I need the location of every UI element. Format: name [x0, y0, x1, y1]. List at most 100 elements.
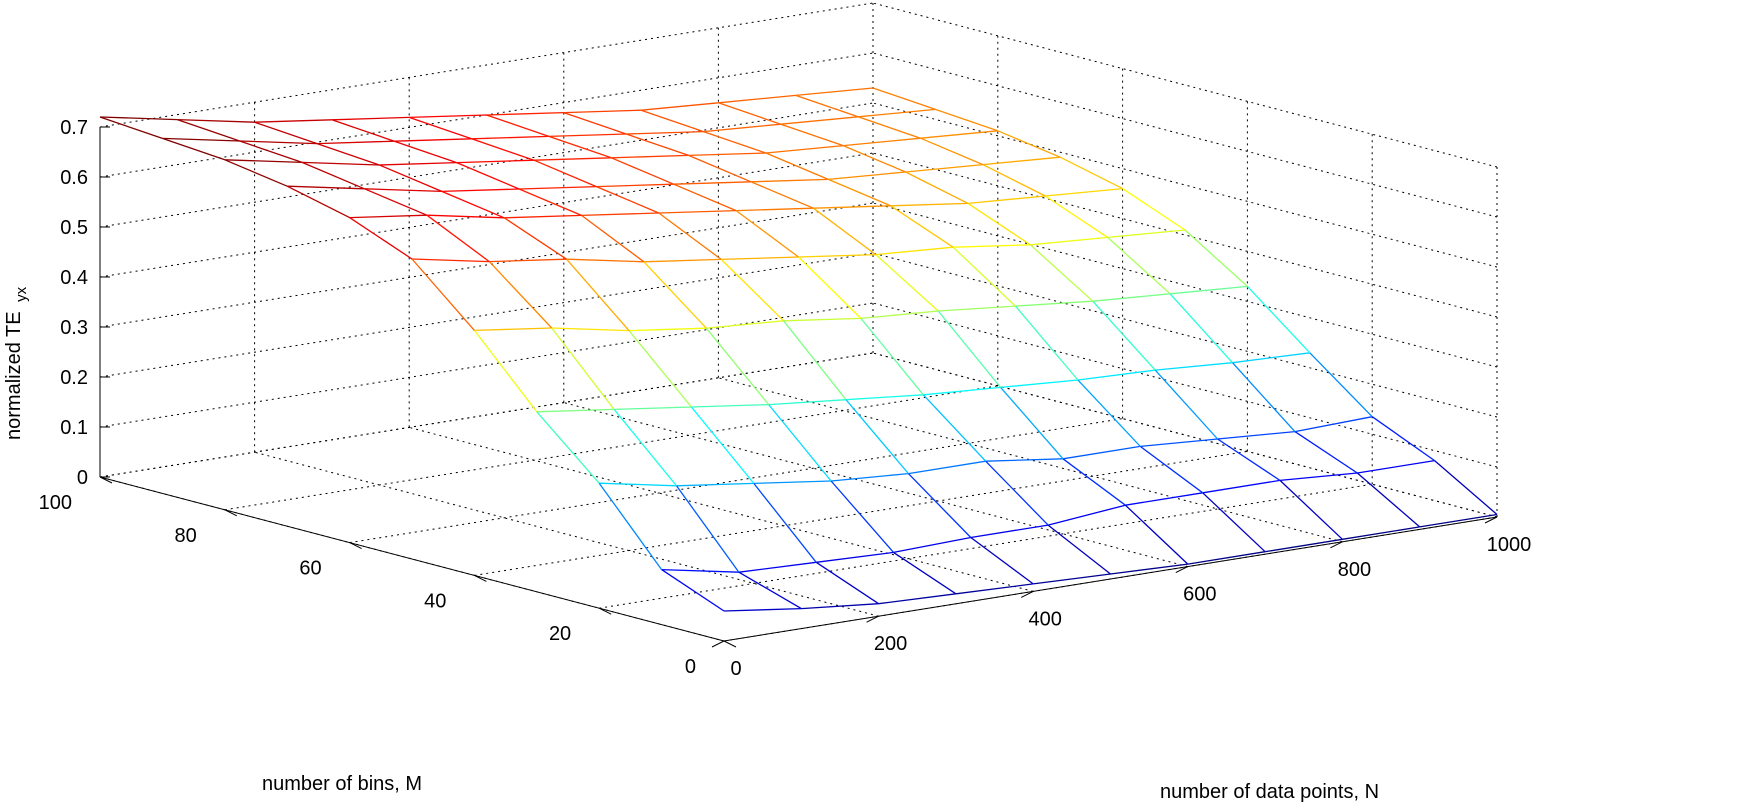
grid-floor-n	[254, 451, 879, 617]
mesh-edge-n	[1140, 438, 1218, 448]
mesh-edge-m	[1371, 416, 1435, 462]
mesh-edge-m	[780, 123, 844, 147]
y-tick-label: 100	[39, 492, 72, 514]
mesh-edge-n	[982, 156, 1061, 166]
mesh-edge-m	[548, 135, 612, 159]
mesh-edge-n	[411, 258, 490, 263]
mesh-edge-m	[875, 254, 939, 312]
mesh-edge-n	[765, 144, 844, 154]
mesh-edge-m	[224, 159, 288, 187]
mesh-edge-m	[1077, 379, 1141, 447]
mesh-edge-n	[706, 320, 784, 329]
mesh-edge-m	[518, 188, 582, 216]
mesh-edge-m	[937, 310, 1002, 388]
mesh-edge-n	[795, 87, 874, 97]
grid-floor-m	[599, 483, 1373, 609]
y-tick-label: 0	[685, 656, 696, 678]
mesh-edge-m	[1139, 445, 1204, 494]
mesh-edge-n	[1000, 379, 1078, 389]
mesh-edge-n	[768, 399, 847, 406]
mesh-edge-m	[625, 133, 689, 157]
mesh-edge-n	[967, 195, 1046, 205]
mesh-edge-n	[1170, 285, 1248, 295]
mesh-edge-n	[441, 188, 520, 193]
mesh-edge-m	[890, 205, 954, 248]
mesh-edge-m	[1029, 244, 1094, 302]
mesh-edge-m	[1107, 236, 1171, 295]
mesh-edge-m	[750, 181, 814, 209]
mesh-edge-n	[1110, 563, 1188, 575]
mesh-edge-n	[1092, 293, 1171, 302]
mesh-edge-n	[316, 140, 395, 145]
mesh-edge-m	[471, 138, 535, 161]
mesh-edge-m	[99, 116, 163, 140]
mesh-edge-m	[551, 327, 615, 410]
grid-backwall-z	[99, 252, 874, 378]
grid-backwall-z	[99, 2, 874, 128]
mesh-edge-n	[721, 256, 799, 261]
mesh-edge-n	[641, 102, 719, 111]
mesh-edge-m	[611, 157, 674, 185]
axes-box	[99, 127, 1498, 642]
x-tick-mark	[1020, 590, 1034, 598]
grid-sidewall-z	[872, 352, 1498, 518]
mesh-edge-n	[474, 327, 552, 332]
mesh-edge-n	[254, 119, 332, 123]
mesh-edge-n	[783, 317, 861, 322]
mesh-edge-m	[503, 217, 567, 260]
mesh-edge-n	[563, 109, 642, 114]
y-axis-line	[99, 476, 725, 642]
mesh-edge-n	[349, 214, 427, 219]
mesh-edge-n	[798, 253, 876, 258]
mesh-edge-m	[830, 480, 894, 553]
x-tick-label: 1000	[1487, 534, 1532, 556]
y-tick-mark	[99, 476, 113, 484]
svg-text:normalized TE yx: normalized TE yx	[3, 286, 30, 440]
grid-sidewall-z	[872, 202, 1498, 368]
mesh-edge-n	[688, 152, 766, 157]
zlabel: normalized TE yx	[3, 286, 30, 440]
mesh-edge-m	[349, 217, 413, 260]
mesh-edge-n	[1357, 459, 1435, 474]
mesh-edge-m	[441, 190, 505, 219]
mesh-edge-n	[1264, 538, 1343, 553]
mesh-edge-n	[611, 154, 689, 159]
mesh-edge-n	[614, 406, 692, 411]
mesh-edge-m	[1232, 362, 1296, 433]
mesh-edge-m	[162, 137, 226, 161]
grid-backwall-z	[99, 302, 874, 428]
mesh-edge-m	[1124, 504, 1189, 565]
mesh-edge-m	[935, 108, 999, 132]
mesh-edge-n	[596, 183, 674, 188]
mesh-edge-m	[845, 399, 909, 475]
mesh-edge-n	[905, 163, 983, 173]
mesh-edge-n	[409, 114, 487, 119]
mesh-edge-n	[533, 157, 612, 161]
mesh-edge-n	[1045, 187, 1123, 197]
x-axis-line	[723, 516, 1498, 642]
mesh-edge-n	[893, 536, 971, 554]
mesh-edge-n	[599, 482, 677, 487]
mesh-edge-n	[1217, 430, 1295, 440]
ylabel: number of bins, M	[262, 773, 422, 795]
y-tick-mark	[224, 509, 238, 517]
z-tick-label: 0.1	[60, 417, 88, 439]
mesh-edge-m	[536, 411, 600, 484]
mesh-edge-m	[828, 178, 891, 207]
mesh-edge-n	[536, 408, 615, 413]
mesh-edge-m	[1059, 156, 1123, 190]
mesh-edge-m	[753, 482, 817, 563]
mesh-edge-n	[628, 327, 707, 332]
mesh-edge-m	[1217, 438, 1281, 481]
mesh-edge-n	[801, 603, 879, 610]
mesh-edge-n	[1342, 526, 1420, 540]
x-tick-mark	[866, 615, 879, 623]
mesh-edge-n	[1125, 492, 1203, 506]
mesh-edge-n	[816, 551, 894, 563]
mesh-edge-m	[765, 152, 829, 180]
mesh-edge-n	[486, 111, 564, 116]
x-tick-label: 400	[1029, 608, 1062, 630]
mesh-edge-m	[486, 114, 550, 138]
mesh-edge-m	[394, 140, 457, 164]
mesh-edge-n	[1077, 369, 1156, 381]
